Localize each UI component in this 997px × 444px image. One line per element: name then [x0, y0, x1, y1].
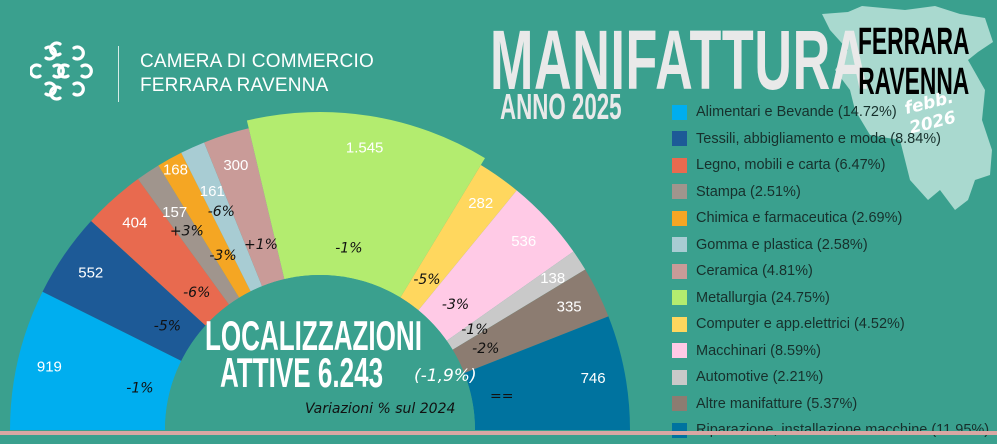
legend-item: Tessili, abbigliamento e moda (8.84%): [672, 126, 989, 153]
legend-item: Macchinari (8.59%): [672, 338, 989, 365]
change-label: -1%: [335, 240, 362, 256]
slice-8: [400, 164, 517, 311]
legend-item: Ceramica (4.81%): [672, 258, 989, 285]
page-subtitle: ANNO 2025: [500, 86, 622, 127]
value-label: 919: [37, 358, 62, 375]
legend-label: Stampa (2.51%): [696, 183, 801, 200]
variation-note: Variazioni % sul 2024: [305, 401, 456, 417]
center-title-line2: ATTIVE 6.243: [220, 349, 384, 396]
page-title: MANIFATTURA: [490, 13, 870, 107]
legend-label: Legno, mobili e carta (6.47%): [696, 157, 886, 174]
org-name-line1: CAMERA DI COMMERCIO: [140, 51, 374, 72]
legend-swatch: [672, 263, 687, 279]
slice-4: [158, 152, 251, 298]
legend-label: Ceramica (4.81%): [696, 263, 813, 280]
legend-item: Altre manifatture (5.37%): [672, 391, 989, 418]
slice-6: [204, 128, 285, 287]
legend-swatch: [672, 210, 687, 226]
value-label: 746: [581, 370, 606, 387]
legend-item: Legno, mobili e carta (6.47%): [672, 152, 989, 179]
legend-swatch: [672, 396, 687, 412]
legend-label: Gomma e plastica (2.58%): [696, 236, 868, 253]
change-label: -1%: [461, 322, 488, 338]
legend-swatch: [672, 343, 687, 359]
legend-item: Automotive (2.21%): [672, 364, 989, 391]
legend-swatch: [672, 104, 687, 120]
value-label: 282: [468, 195, 493, 212]
value-label: 404: [122, 215, 147, 232]
legend-label: Computer e app.elettrici (4.52%): [696, 316, 905, 333]
legend-item: Alimentari e Bevande (14.72%): [672, 99, 989, 126]
value-label: 168: [163, 161, 188, 178]
total-change: (-1,9%): [414, 366, 477, 386]
org-name-line2: FERRARA RAVENNA: [140, 75, 329, 96]
legend: Alimentari e Bevande (14.72%) Tessili, ab…: [672, 99, 989, 444]
change-label: +1%: [244, 237, 278, 253]
change-label: -1%: [126, 381, 153, 397]
camera-commercio-logo-icon: [30, 41, 93, 101]
legend-swatch: [672, 316, 687, 332]
legend-label: Automotive (2.21%): [696, 369, 824, 386]
legend-swatch: [672, 131, 687, 147]
slice-5: [181, 142, 263, 292]
legend-label: Altre manifatture (5.37%): [696, 395, 858, 412]
legend-item: Chimica e farmaceutica (2.69%): [672, 205, 989, 232]
legend-label: Metallurgia (24.75%): [696, 289, 830, 306]
change-label: ==: [490, 388, 513, 404]
donut-hole: [165, 275, 475, 430]
region-line2: RAVENNA: [858, 61, 970, 103]
slice-11: [452, 269, 609, 374]
center-title-line1: LOCALIZZAZIONI: [205, 312, 422, 359]
slice-3: [137, 165, 240, 305]
slice-0: [10, 291, 182, 430]
change-label: -5%: [413, 272, 440, 288]
change-label: -5%: [154, 318, 181, 334]
slice-9: [418, 190, 574, 341]
value-label: 552: [78, 265, 103, 282]
change-label: -3%: [209, 248, 236, 264]
legend-label: Alimentari e Bevande (14.72%): [696, 104, 897, 121]
slice-2: [91, 179, 229, 326]
slice-7: [246, 112, 485, 298]
slice-10: [446, 251, 586, 350]
semicircle-donut-chart: 919 -1% 552 -5% 404 -6% 157 +3% 168 -3% 161 -6% 300 +…: [10, 112, 630, 430]
change-label: -6%: [208, 204, 235, 220]
region-map-silhouette: [822, 6, 993, 210]
value-label: 536: [511, 233, 536, 250]
legend-item: Computer e app.elettrici (4.52%): [672, 311, 989, 338]
logo-divider: [118, 46, 119, 102]
legend-swatch: [672, 184, 687, 200]
legend-swatch: [672, 237, 687, 253]
value-label: 157: [162, 204, 187, 221]
map-shape: [822, 6, 993, 210]
region-line1: FERRARA: [858, 21, 970, 63]
legend-label: Macchinari (8.59%): [696, 342, 821, 359]
slice-12: [464, 316, 630, 430]
value-label: 335: [557, 299, 582, 316]
value-label: 161: [200, 183, 225, 200]
legend-label: Tessili, abbigliamento e moda (8.84%): [696, 130, 942, 147]
legend-item: Stampa (2.51%): [672, 179, 989, 206]
legend-item: Metallurgia (24.75%): [672, 285, 989, 312]
change-label: -6%: [183, 285, 210, 301]
legend-swatch: [672, 369, 687, 385]
legend-item: Gomma e plastica (2.58%): [672, 232, 989, 259]
change-label: -2%: [472, 341, 499, 357]
value-label: 300: [223, 157, 248, 174]
slice-1: [42, 220, 206, 361]
value-label: 1.545: [346, 140, 384, 157]
value-label: 138: [540, 270, 565, 287]
change-label: -3%: [442, 297, 469, 313]
bottom-border: [0, 431, 997, 435]
change-label: +3%: [170, 223, 204, 239]
legend-label: Chimica e farmaceutica (2.69%): [696, 210, 903, 227]
legend-swatch: [672, 290, 687, 306]
legend-swatch: [672, 157, 687, 173]
